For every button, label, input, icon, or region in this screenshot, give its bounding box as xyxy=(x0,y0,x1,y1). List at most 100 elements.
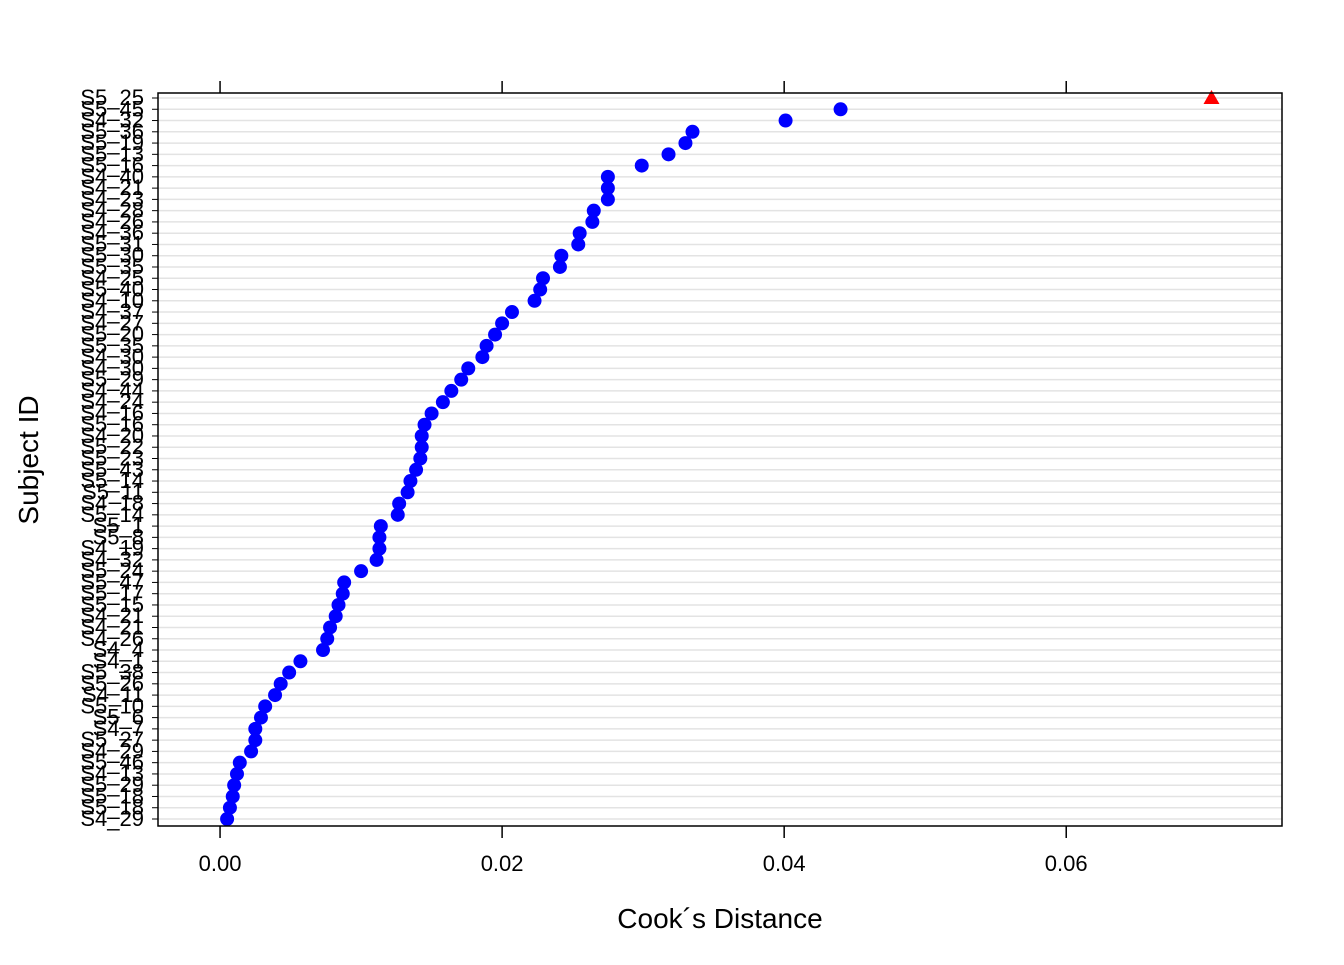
data-point xyxy=(413,451,428,466)
y-tick-labels: S5_25S5_45S4_32S5_36S5_19S5_13S5_16S4_40… xyxy=(80,85,158,831)
data-point xyxy=(253,710,268,725)
data-point xyxy=(354,564,369,579)
data-point xyxy=(335,586,350,601)
y-tick-label: S4_29 xyxy=(80,738,144,763)
data-point xyxy=(414,440,429,455)
y-tick-label: S5_18 xyxy=(80,795,144,820)
data-point xyxy=(424,406,439,421)
data-point xyxy=(504,305,519,320)
y-tick-label: S5_47 xyxy=(80,569,144,594)
y-tick-label: S5_46 xyxy=(80,750,144,775)
data-point xyxy=(392,496,407,511)
data-point xyxy=(600,169,615,184)
data-point xyxy=(337,575,352,590)
x-tick-label: 0.06 xyxy=(1045,851,1088,876)
data-point xyxy=(372,530,387,545)
y-tick-label: S5_19 xyxy=(80,130,144,155)
data-point xyxy=(282,665,297,680)
data-point xyxy=(533,282,548,297)
data-point xyxy=(248,721,263,736)
data-point xyxy=(678,136,693,151)
data-point xyxy=(600,192,615,207)
y-tick-label: S5_31 xyxy=(80,231,144,256)
y-tick-label: S4_27 xyxy=(80,310,144,335)
y-tick-label: S4_11 xyxy=(82,682,144,707)
data-point xyxy=(316,643,331,658)
y-tick-label: S5_13 xyxy=(80,141,144,166)
y-tick-label: S5_23 xyxy=(80,446,144,471)
y-tick-label: S4_40 xyxy=(80,164,144,189)
y-tick-label: S5_25 xyxy=(80,85,144,110)
data-point xyxy=(248,733,263,748)
data-point xyxy=(232,755,247,770)
y-tick-label: S4_32 xyxy=(80,547,144,572)
y-tick-label: S5_35 xyxy=(80,333,144,358)
y-tick-label: S4_21 xyxy=(80,614,144,639)
data-point-triangle xyxy=(1203,90,1220,104)
y-tick-label: S5_18 xyxy=(80,783,144,808)
data-point xyxy=(488,327,503,342)
y-tick-label: S5_10 xyxy=(80,693,144,718)
y-tick-label: S5_16 xyxy=(80,153,144,178)
y-tick-label: S5_36 xyxy=(80,119,144,144)
data-points xyxy=(220,90,1220,826)
data-point xyxy=(572,226,587,241)
data-point xyxy=(479,338,494,353)
data-point xyxy=(220,812,235,826)
data-point xyxy=(527,293,542,308)
data-point xyxy=(331,597,346,612)
data-point xyxy=(435,395,450,410)
data-point xyxy=(417,417,432,432)
x-tick-label: 0.04 xyxy=(763,851,806,876)
data-point xyxy=(554,248,569,263)
data-point xyxy=(258,699,273,714)
data-point xyxy=(225,789,240,804)
data-point xyxy=(475,350,490,365)
plot-frame xyxy=(157,92,1283,827)
y-tick-label: S4_21 xyxy=(80,175,144,200)
data-point xyxy=(833,102,848,117)
y-tick-label: S4_20 xyxy=(80,423,144,448)
y-tick-label: S5_30 xyxy=(80,243,144,268)
y-tick-label: S4_24 xyxy=(80,389,144,414)
data-point xyxy=(400,485,415,500)
data-point xyxy=(373,519,388,534)
data-point xyxy=(685,124,700,139)
y-tick-label: S5_22 xyxy=(80,434,144,459)
y-tick-label: S5_35 xyxy=(80,254,144,279)
data-point xyxy=(320,631,335,646)
data-point xyxy=(227,778,242,793)
data-point xyxy=(461,361,476,376)
data-point xyxy=(244,744,259,759)
data-point xyxy=(585,214,600,229)
y-tick-label: S5_15 xyxy=(80,592,144,617)
y-tick-label: S5_29 xyxy=(80,772,144,797)
y-tick-label: S5_26 xyxy=(80,671,144,696)
data-point xyxy=(414,428,429,443)
y-tick-label: S4_29 xyxy=(80,806,144,831)
y-tick-label: S4_13 xyxy=(80,761,144,786)
y-tick-label: S4_10 xyxy=(80,288,144,313)
y-tick-label: S4_36 xyxy=(80,220,144,245)
y-tick-label: S5_14 xyxy=(80,502,144,527)
y-tick-label: S4_30 xyxy=(80,344,144,369)
data-point xyxy=(634,158,649,173)
y-tick-label: S5_1 xyxy=(93,513,144,538)
y-tick-label: S5_16 xyxy=(80,412,144,437)
data-point xyxy=(454,372,469,387)
data-point xyxy=(222,800,237,815)
x-axis-ticks: 0.00 0.02 0.04 0.06 xyxy=(199,81,1088,876)
y-tick-label: S4_16 xyxy=(80,400,144,425)
data-point xyxy=(229,766,244,781)
y-tick-label: S5_6 xyxy=(93,705,144,730)
x-axis-title: Cook´s Distance xyxy=(617,903,822,934)
data-point xyxy=(369,552,384,567)
data-point xyxy=(536,271,551,286)
grid-layer xyxy=(158,97,1282,820)
y-tick-label: S4_26 xyxy=(80,626,144,651)
y-tick-label: S5_27 xyxy=(80,727,144,752)
y-axis-title: Subject ID xyxy=(13,395,44,524)
y-tick-label: S5_8 xyxy=(93,524,144,549)
y-tick-label: S4_44 xyxy=(80,378,144,403)
